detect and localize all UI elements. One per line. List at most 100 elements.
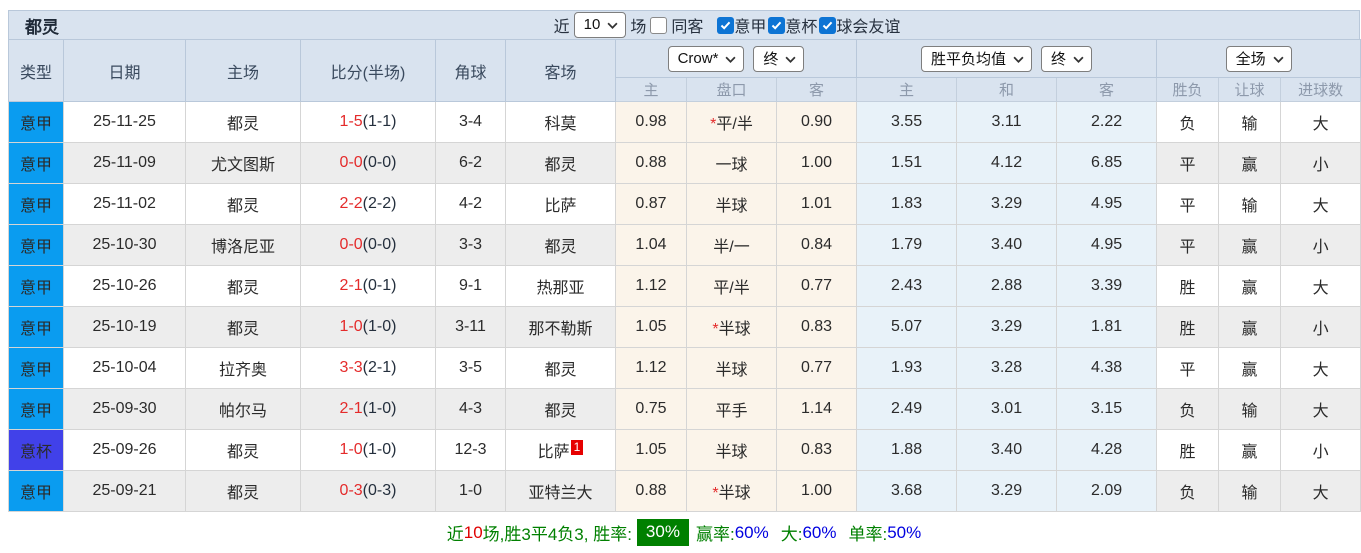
near-label: 近: [553, 19, 570, 36]
asian-handicap: *半球: [686, 306, 777, 348]
league-badge: 意甲: [8, 347, 64, 389]
euro-odds-draw: 2.88: [956, 265, 1058, 307]
asian-odds-away: 0.77: [775, 347, 858, 389]
check-icon: [772, 21, 782, 30]
chevron-down-icon: [607, 16, 618, 33]
asian-handicap: 平/半: [686, 265, 777, 307]
euro-odds-home: 1.83: [856, 183, 958, 225]
summary-near-label: 近: [446, 525, 464, 544]
result-goals: 大: [1280, 470, 1361, 512]
result-handicap: 输: [1218, 388, 1282, 430]
result-handicap: 赢: [1218, 347, 1282, 389]
col-header-type: 类型: [8, 39, 64, 102]
scope-select[interactable]: 全场: [1225, 45, 1292, 72]
result-handicap: 输: [1218, 470, 1282, 512]
match-row: 意甲 25-11-25 都灵 1-5(1-1) 3-4 科莫 0.98 *平/半…: [8, 101, 1361, 143]
league-badge: 意甲: [8, 183, 64, 225]
euro-time-select[interactable]: 终: [1041, 45, 1093, 72]
top-bar: 都灵 近 10 场 同客 意甲 意杯 球会友谊: [8, 10, 1360, 39]
home-team: 都灵: [185, 265, 301, 307]
match-date: 25-11-02: [63, 183, 186, 225]
asian-handicap: 半球: [686, 347, 777, 389]
asian-time-select[interactable]: 终: [753, 45, 805, 72]
asian-odds-group-header: Crow* 终: [614, 39, 858, 78]
euro-odds-away: 4.28: [1056, 429, 1158, 471]
col-header-away: 客场: [505, 39, 616, 102]
asian-odds-home: 0.98: [615, 101, 687, 143]
header-row-groups: 类型 日期 主场 比分(半场) 角球 客场 Crow* 终: [8, 39, 1361, 102]
away-team: 亚特兰大: [505, 470, 616, 512]
result-goals: 小: [1280, 306, 1361, 348]
matches-table: 类型 日期 主场 比分(半场) 角球 客场 Crow* 终: [8, 39, 1361, 512]
result-outcome: 胜: [1156, 265, 1220, 307]
result-outcome: 负: [1156, 101, 1220, 143]
result-outcome: 平: [1156, 224, 1220, 266]
result-handicap: 赢: [1218, 306, 1282, 348]
euro-odds-type-select[interactable]: 胜平负均值: [921, 45, 1033, 72]
asian-odds-home: 1.04: [615, 224, 687, 266]
chevron-down-icon: [1273, 50, 1284, 67]
match-date: 25-10-19: [63, 306, 186, 348]
euro-odds-draw: 3.40: [956, 429, 1058, 471]
asian-odds-away: 1.01: [775, 183, 858, 225]
asian-odds-home: 0.87: [615, 183, 687, 225]
chevron-down-icon: [1073, 50, 1084, 67]
asian-odds-away: 0.77: [775, 265, 858, 307]
league-badge: 意甲: [8, 101, 64, 143]
subcol-asian-home: 主: [615, 77, 687, 102]
euro-odds-home: 1.88: [856, 429, 958, 471]
away-team: 都灵: [505, 224, 616, 266]
league-badge: 意甲: [8, 306, 64, 348]
match-date: 25-11-25: [63, 101, 186, 143]
stats-panel: 都灵 近 10 场 同客 意甲 意杯 球会友谊 类型 日期: [8, 10, 1361, 553]
asian-odds-home: 1.12: [615, 347, 687, 389]
friendly-checkbox[interactable]: [819, 16, 837, 34]
away-team: 都灵: [505, 347, 616, 389]
chevron-down-icon: [1013, 50, 1024, 67]
summary-games-count: 10: [463, 522, 483, 542]
result-group-header: 全场: [1156, 39, 1361, 78]
result-goals: 小: [1280, 224, 1361, 266]
asian-handicap: 半球: [686, 183, 777, 225]
chevron-down-icon: [785, 50, 796, 67]
match-date: 25-11-09: [63, 142, 186, 184]
result-outcome: 胜: [1156, 306, 1220, 348]
euro-odds-group-header: 胜平负均值 终: [856, 39, 1158, 78]
win-rate-badge: 30%: [636, 519, 689, 546]
summary-bar: 近 10 场,胜3平4负3, 胜率: 30% 赢率: 60% 大: 60% 单率…: [8, 512, 1360, 553]
result-outcome: 平: [1156, 347, 1220, 389]
euro-odds-home: 1.93: [856, 347, 958, 389]
corners: 12-3: [435, 429, 506, 471]
euro-odds-away: 6.85: [1056, 142, 1158, 184]
match-date: 25-09-26: [63, 429, 186, 471]
same-opponent-label: 同客: [671, 19, 704, 36]
games-count-select[interactable]: 10: [573, 12, 627, 38]
match-date: 25-09-21: [63, 470, 186, 512]
match-row: 意甲 25-09-30 帕尔马 2-1(1-0) 4-3 都灵 0.75 平手 …: [8, 388, 1361, 430]
col-header-home: 主场: [185, 39, 301, 102]
asian-handicap: 一球: [686, 142, 777, 184]
away-team: 比萨: [505, 183, 616, 225]
coppa-checkbox[interactable]: [768, 16, 786, 34]
result-goals: 大: [1280, 265, 1361, 307]
home-team: 都灵: [185, 470, 301, 512]
subcol-goals: 进球数: [1280, 77, 1361, 102]
subcol-handicap: 盘口: [686, 77, 777, 102]
home-team: 都灵: [185, 183, 301, 225]
euro-odds-away: 1.81: [1056, 306, 1158, 348]
match-row: 意甲 25-09-21 都灵 0-3(0-3) 1-0 亚特兰大 0.88 *半…: [8, 470, 1361, 512]
serie-a-checkbox[interactable]: [717, 16, 735, 34]
same-opponent-checkbox[interactable]: [650, 16, 668, 34]
chevron-down-icon: [725, 50, 736, 67]
bookmaker-select[interactable]: Crow*: [667, 45, 745, 72]
result-handicap: 输: [1218, 183, 1282, 225]
header-row-subcols: 主 盘口 客 主 和 客 胜负 让球 进球数: [9, 77, 1361, 102]
corners: 4-2: [435, 183, 506, 225]
corners: 3-5: [435, 347, 506, 389]
corners: 4-3: [435, 388, 506, 430]
league-badge: 意甲: [8, 265, 64, 307]
away-team: 热那亚: [505, 265, 616, 307]
score: 1-0(1-0): [300, 429, 436, 471]
away-team: 都灵: [505, 388, 616, 430]
result-goals: 小: [1280, 429, 1361, 471]
